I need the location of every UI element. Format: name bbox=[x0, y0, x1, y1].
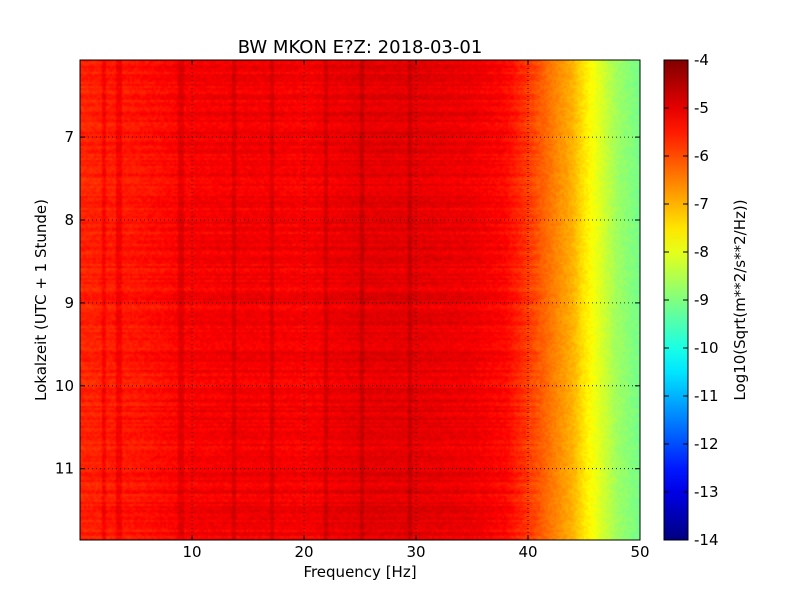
chart-title: BW MKON E?Z: 2018-03-01 bbox=[238, 37, 483, 58]
y-tick-label: 7 bbox=[64, 128, 74, 146]
x-tick-label: 20 bbox=[294, 543, 313, 561]
y-tick-label: 9 bbox=[64, 294, 74, 312]
colorbar-tick-label: -10 bbox=[694, 339, 719, 357]
y-tick-label: 10 bbox=[55, 377, 74, 395]
colorbar-tick-label: -5 bbox=[694, 99, 709, 117]
colorbar-tick-label: -12 bbox=[694, 435, 719, 453]
plot-frame bbox=[79, 59, 641, 541]
colorbar-tick-label: -13 bbox=[694, 483, 719, 501]
spectrogram-heatmap bbox=[80, 60, 640, 540]
x-tick-label: 30 bbox=[406, 543, 425, 561]
y-axis-label: Lokalzeit (UTC + 1 Stunde) bbox=[32, 199, 50, 401]
colorbar-tick-label: -9 bbox=[694, 291, 709, 309]
x-axis-label: Frequency [Hz] bbox=[303, 563, 416, 581]
y-tick-label: 8 bbox=[64, 211, 74, 229]
colorbar-tick-label: -6 bbox=[694, 147, 709, 165]
x-tick-label: 50 bbox=[630, 543, 649, 561]
colorbar-tick-label: -4 bbox=[694, 51, 709, 69]
x-tick-label: 10 bbox=[182, 543, 201, 561]
colorbar-tick-label: -8 bbox=[694, 243, 709, 261]
colorbar-tick-label: -11 bbox=[694, 387, 719, 405]
y-tick-label: 11 bbox=[55, 460, 74, 478]
colorbar-label: Log10(Sqrt(m**2/s**2/Hz)) bbox=[731, 199, 749, 400]
colorbar-tick-label: -7 bbox=[694, 195, 709, 213]
x-tick-label: 40 bbox=[518, 543, 537, 561]
colorbar-tick-label: -14 bbox=[694, 531, 719, 549]
